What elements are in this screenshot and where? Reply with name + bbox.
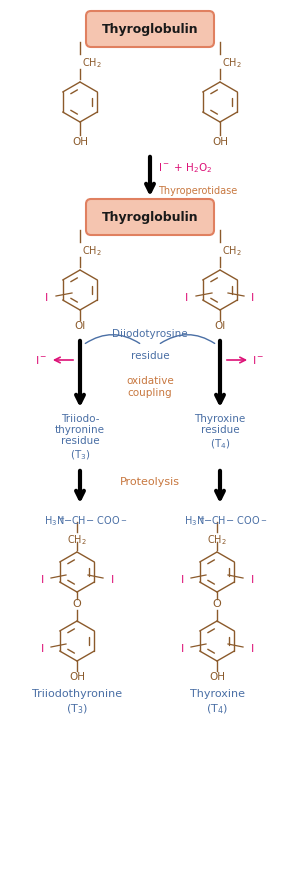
Text: I: I <box>250 644 254 654</box>
Text: Diiodotyrosine: Diiodotyrosine <box>112 329 188 339</box>
Text: (T$_3$): (T$_3$) <box>70 448 90 461</box>
Text: OI: OI <box>214 321 226 331</box>
Text: $-$CH$-$ COO: $-$CH$-$ COO <box>63 514 120 526</box>
Text: I: I <box>45 293 49 303</box>
Text: CH$_2$: CH$_2$ <box>207 533 227 547</box>
Text: I: I <box>250 575 254 585</box>
Text: residue: residue <box>201 425 239 435</box>
Text: $-$: $-$ <box>260 516 267 522</box>
Text: $-$CH$-$ COO: $-$CH$-$ COO <box>203 514 260 526</box>
Text: thyronine: thyronine <box>55 425 105 435</box>
Text: CH$_2$: CH$_2$ <box>67 533 87 547</box>
Text: O: O <box>73 599 81 609</box>
Text: residue: residue <box>61 436 99 446</box>
Text: Thyroperotidase: Thyroperotidase <box>158 186 237 196</box>
Text: I$^-$: I$^-$ <box>252 354 265 366</box>
Text: I: I <box>40 644 43 654</box>
Text: $-$: $-$ <box>120 516 127 522</box>
Text: (T$_4$): (T$_4$) <box>210 437 230 451</box>
Text: CH$_2$: CH$_2$ <box>222 56 242 70</box>
Text: OI: OI <box>74 321 86 331</box>
Text: CH$_2$: CH$_2$ <box>82 56 102 70</box>
Text: Triiodothyronine: Triiodothyronine <box>32 689 122 699</box>
Text: Thyroglobulin: Thyroglobulin <box>102 22 198 35</box>
Text: Proteolysis: Proteolysis <box>120 477 180 487</box>
Text: coupling: coupling <box>128 388 172 398</box>
Text: H$_3$N: H$_3$N <box>44 514 64 528</box>
Text: I: I <box>180 644 184 654</box>
Text: O: O <box>213 599 221 609</box>
Text: CH$_2$: CH$_2$ <box>82 244 102 258</box>
FancyBboxPatch shape <box>86 199 214 235</box>
Text: (T$_4$): (T$_4$) <box>206 702 228 716</box>
Text: I: I <box>110 575 114 585</box>
Text: I: I <box>180 575 184 585</box>
Text: oxidative: oxidative <box>126 376 174 386</box>
Text: CH$_2$: CH$_2$ <box>222 244 242 258</box>
Text: I: I <box>40 575 43 585</box>
Text: Thyroglobulin: Thyroglobulin <box>102 210 198 224</box>
Text: OH: OH <box>212 137 228 147</box>
Text: OH: OH <box>69 672 85 682</box>
Text: H$_3$N: H$_3$N <box>184 514 205 528</box>
Text: I: I <box>251 293 255 303</box>
Text: I$^-$: I$^-$ <box>35 354 48 366</box>
Text: Thyroxine: Thyroxine <box>194 414 246 424</box>
Text: I: I <box>185 293 189 303</box>
Text: Thyroxine: Thyroxine <box>190 689 244 699</box>
Text: Triiodo-: Triiodo- <box>61 414 99 424</box>
Text: OH: OH <box>209 672 225 682</box>
Text: residue: residue <box>131 351 169 361</box>
Text: +: + <box>198 516 204 522</box>
Text: +: + <box>58 516 64 522</box>
FancyBboxPatch shape <box>86 11 214 47</box>
Text: (T$_3$): (T$_3$) <box>66 702 88 716</box>
Text: OH: OH <box>72 137 88 147</box>
Text: I$^-$ + H$_2$O$_2$: I$^-$ + H$_2$O$_2$ <box>158 161 213 175</box>
